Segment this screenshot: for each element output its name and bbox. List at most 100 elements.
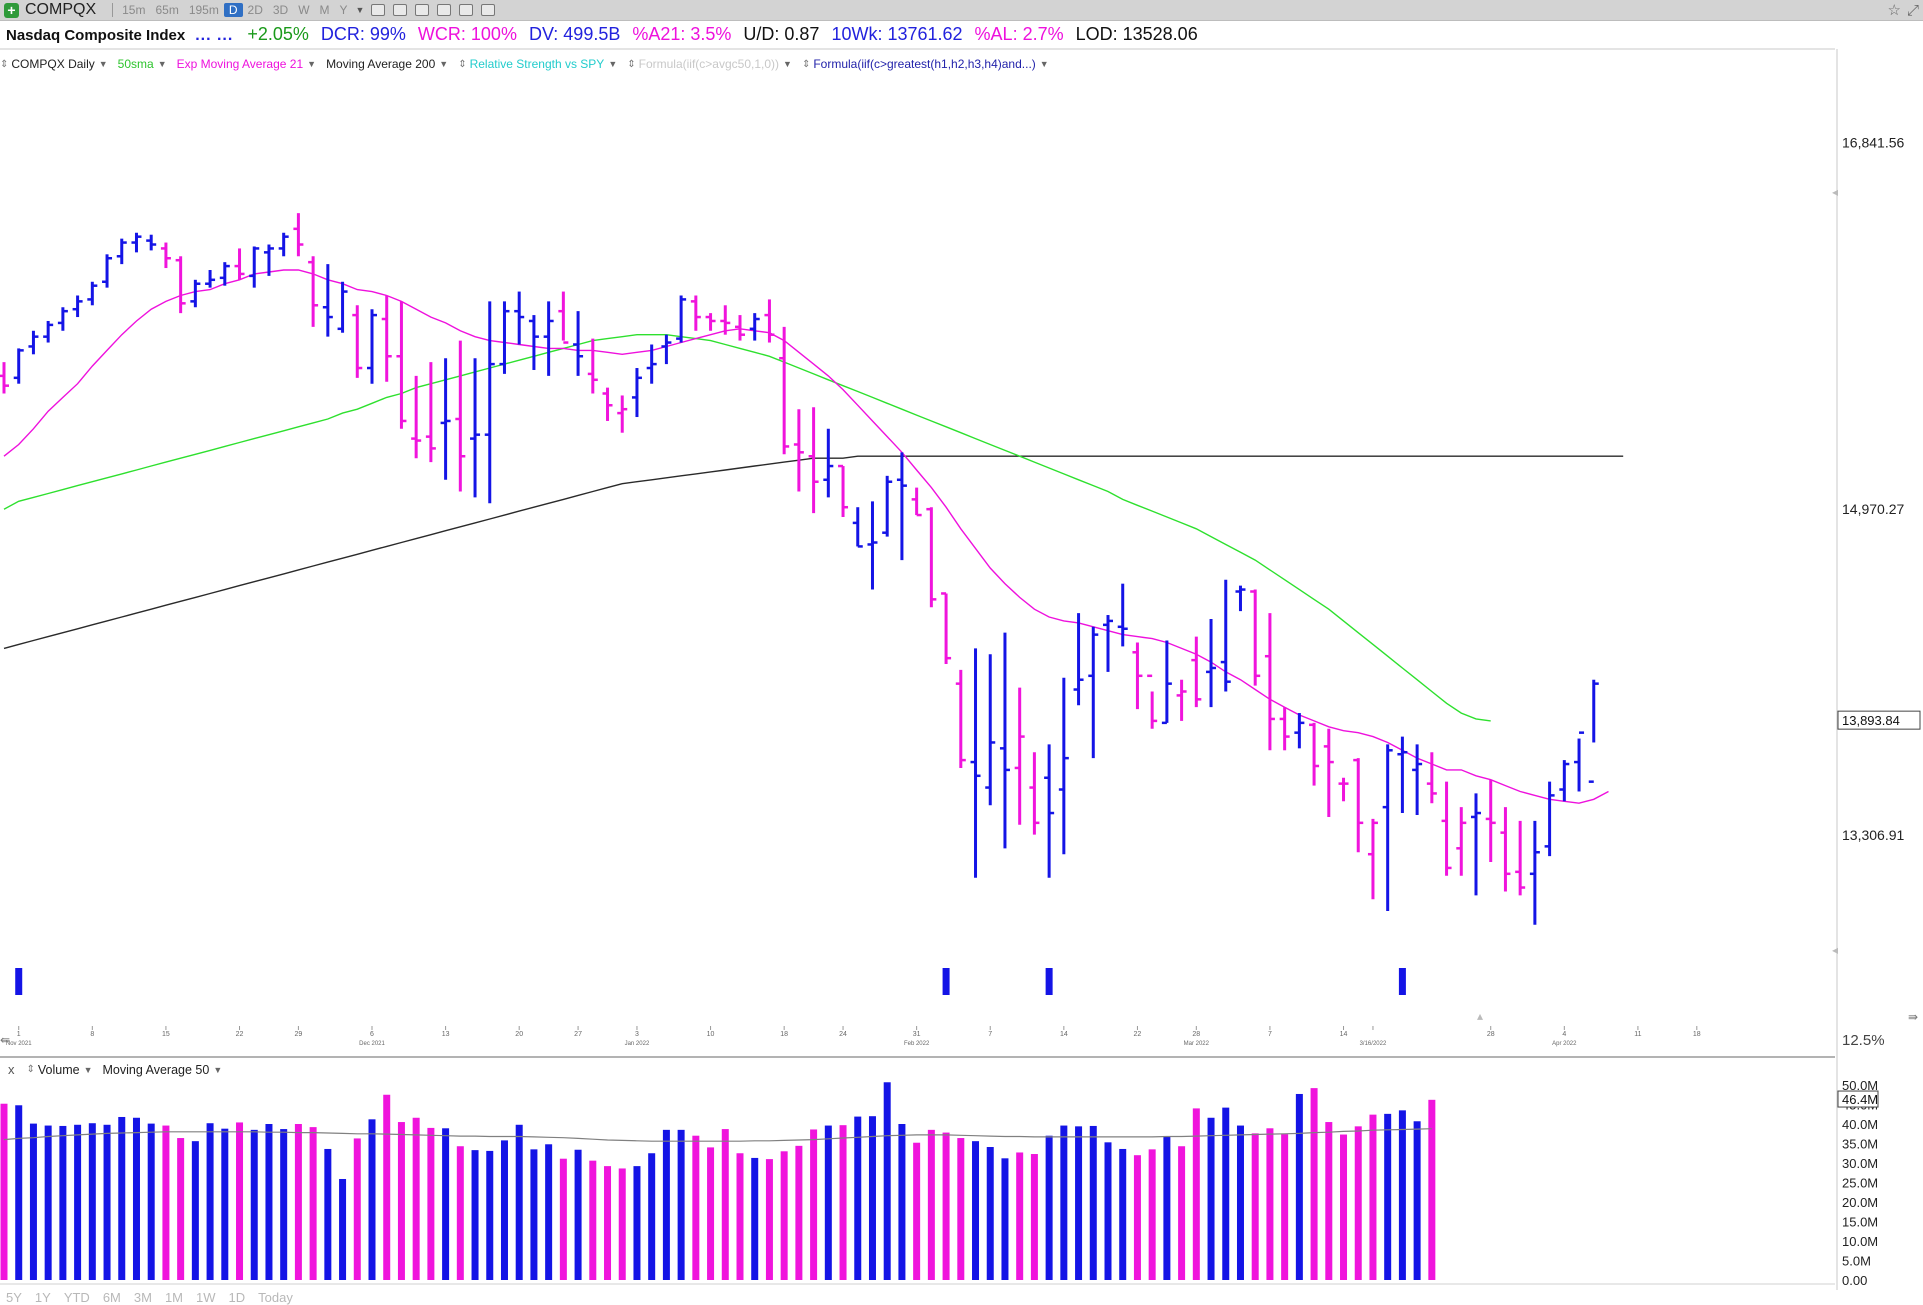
drag-handle-icon[interactable]: ⇕ [458, 58, 467, 70]
chevron-down-icon[interactable]: ▼ [608, 59, 618, 69]
volume-bar [559, 1158, 567, 1280]
ohlc-bar [646, 344, 657, 384]
symbol-input[interactable]: COMPQX [25, 1, 97, 18]
range-1d[interactable]: 1D [228, 1290, 246, 1305]
interval-195m[interactable]: 195m [188, 3, 219, 17]
ohlc-bar [823, 428, 834, 498]
volume-bar [309, 1127, 317, 1280]
chart-style-icon[interactable] [371, 4, 386, 16]
volume-bar [383, 1094, 391, 1280]
volume-bar [515, 1124, 523, 1280]
range-3m[interactable]: 3M [133, 1290, 152, 1305]
x-tick-label: 11 [1634, 1031, 1641, 1038]
x-tick-sublabel: Mar 2022 [1184, 1041, 1210, 1047]
interval-2d[interactable]: 2D [247, 3, 263, 17]
chevron-down-icon[interactable]: ▼ [783, 59, 792, 69]
close-panel-icon[interactable]: x [8, 1062, 15, 1077]
ohlc-bar [720, 305, 731, 335]
volume-bar [206, 1123, 214, 1280]
ohlc-bar [735, 315, 745, 341]
ohlc-bar [573, 311, 584, 376]
legend-50sma[interactable]: 50sma ▼ [118, 57, 167, 71]
ohlc-bar [1176, 679, 1187, 721]
chevron-down-icon[interactable]: ▼ [1039, 59, 1049, 69]
price-axis-label: 14,970.27 [1842, 501, 1904, 517]
volume-bar [883, 1082, 891, 1280]
legend-price[interactable]: ⇕ COMPQX Daily ▼ [0, 57, 108, 71]
x-tick-label: 8 [90, 1031, 94, 1038]
interval-dropdown-icon[interactable]: ▼ [355, 5, 365, 15]
settings-icon[interactable] [481, 4, 496, 16]
interval-monthly[interactable]: M [319, 3, 330, 17]
interval-65m[interactable]: 65m [155, 3, 179, 17]
chevron-down-icon[interactable]: ▼ [83, 1064, 93, 1075]
add-symbol-icon[interactable]: + [4, 2, 19, 18]
volume-bar [1281, 1134, 1289, 1280]
chevron-down-icon[interactable]: ▼ [439, 59, 449, 69]
ohlc-bar [1206, 618, 1217, 708]
interval-daily[interactable]: D [223, 3, 243, 17]
drag-handle-icon[interactable]: ⇕ [801, 58, 811, 70]
ohlc-bar [1529, 820, 1540, 925]
drag-handle-icon[interactable]: ⇕ [26, 1064, 35, 1075]
volume-bar [707, 1147, 715, 1280]
legend-formula-1[interactable]: ⇕ Formula(iif(c>avgc50,1,0)) ▼ [627, 57, 792, 71]
ohlc-bar [852, 507, 863, 548]
ohlc-bar [514, 291, 525, 345]
volume-bar [574, 1149, 582, 1280]
chevron-down-icon[interactable]: ▼ [98, 59, 108, 69]
volume-bar [1016, 1152, 1024, 1280]
x-tick-sublabel: Feb 2022 [904, 1041, 930, 1047]
drag-handle-icon[interactable]: ⇕ [627, 58, 636, 70]
interval-3d[interactable]: 3D [272, 3, 289, 17]
legend-ma200[interactable]: Moving Average 200 ▼ [326, 57, 448, 71]
interval-weekly[interactable]: W [298, 3, 310, 17]
drag-handle-icon[interactable]: ⇕ [0, 58, 9, 70]
range-today[interactable]: Today [258, 1290, 293, 1305]
range-5y[interactable]: 5Y [6, 1290, 22, 1305]
volume-bar [132, 1117, 140, 1280]
volume-bar [751, 1157, 759, 1280]
axis-marker-icon: ◂ [1832, 943, 1838, 957]
x-tick-label: 31 [913, 1031, 921, 1038]
rs-axis-label: 12.5% [1842, 1032, 1885, 1049]
volume-bar [103, 1124, 111, 1280]
volume-bar [294, 1124, 302, 1280]
chevron-down-icon[interactable]: ▼ [157, 59, 167, 69]
x-tick-label: 4 [1562, 1031, 1566, 1038]
volume-bar [44, 1125, 52, 1280]
draw-tool-icon[interactable] [437, 4, 452, 16]
volume-bar [898, 1124, 906, 1280]
layout-icon[interactable] [415, 4, 430, 16]
ohlc-bar [999, 632, 1010, 849]
range-ytd[interactable]: YTD [63, 1290, 90, 1305]
more-info-dots[interactable]: ... ... [195, 27, 234, 44]
ohlc-bar [911, 487, 922, 517]
legend-rs[interactable]: ⇕ Relative Strength vs SPY ▼ [458, 57, 617, 71]
range-1w[interactable]: 1W [196, 1290, 216, 1305]
expand-icon[interactable]: ⤢ [1906, 1, 1919, 19]
x-tick-label: 27 [574, 1031, 582, 1038]
volume-bar [662, 1129, 670, 1280]
legend-ema21[interactable]: Exp Moving Average 21 ▼ [177, 57, 316, 71]
interval-yearly[interactable]: Y [339, 3, 348, 17]
volume-axis-label: 30.0M [1842, 1156, 1878, 1171]
ohlc-bar [896, 452, 907, 561]
range-6m[interactable]: 6M [102, 1290, 121, 1305]
chevron-down-icon[interactable]: ▼ [213, 1064, 223, 1075]
star-icon[interactable]: ☆ [1887, 2, 1901, 19]
ohlc-bar [219, 262, 230, 286]
legend-formula-2[interactable]: ⇕ Formula(iif(c>greatest(h1,h2,h3,h4)and… [802, 57, 1049, 71]
chevron-down-icon[interactable]: ▼ [307, 59, 317, 69]
range-1y[interactable]: 1Y [34, 1290, 51, 1305]
x-tick-label: 1 [17, 1031, 21, 1038]
range-1m[interactable]: 1M [164, 1290, 183, 1305]
annotation-icon[interactable] [459, 4, 474, 16]
volume-bar [191, 1141, 199, 1280]
interval-15m[interactable]: 15m [122, 3, 146, 17]
ohlc-bar [1367, 818, 1378, 900]
bar-style-icon[interactable] [393, 4, 408, 16]
x-tick-label: 24 [839, 1031, 847, 1038]
